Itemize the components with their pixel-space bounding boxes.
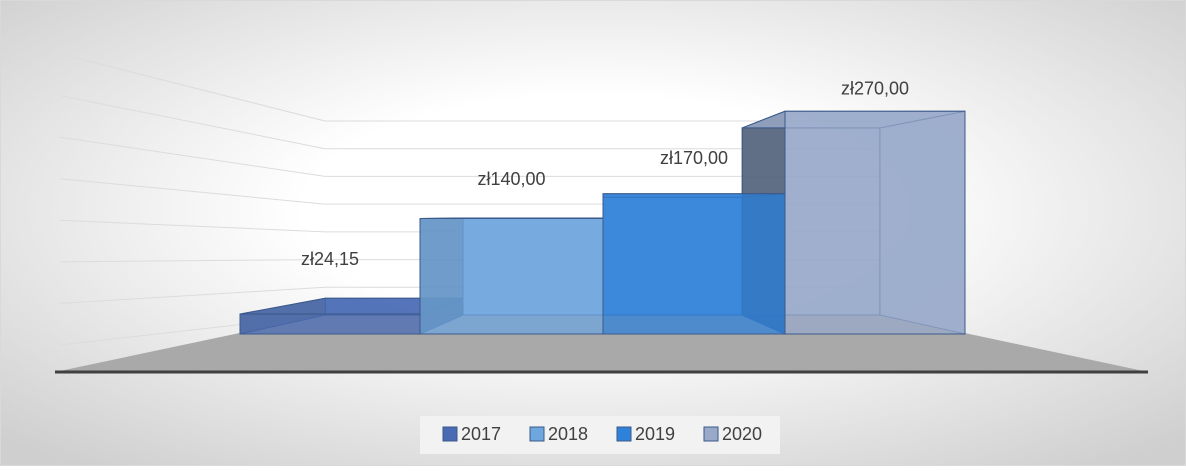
- data-label: zł170,00: [660, 148, 728, 168]
- legend-label: 2017: [461, 424, 501, 444]
- legend-swatch: [442, 426, 458, 442]
- data-label: zł270,00: [841, 79, 909, 99]
- bar: [419, 218, 604, 335]
- grid-line: [59, 136, 326, 177]
- legend-label: 2020: [722, 424, 762, 444]
- bar: [784, 110, 966, 335]
- grid-line: [59, 219, 326, 233]
- bar: [602, 193, 786, 335]
- data-label: zł140,00: [477, 169, 545, 189]
- legend-swatch: [529, 426, 545, 442]
- bar: [239, 313, 421, 335]
- legend-swatch: [703, 426, 719, 442]
- grid-line: [59, 286, 326, 304]
- legend-label: 2018: [548, 424, 588, 444]
- grid-line: [59, 53, 326, 122]
- legend-swatch: [616, 426, 632, 442]
- bars: zł24,15 zł140,00 zł170,00 zł270,00: [239, 79, 966, 335]
- grid-line: [59, 178, 326, 205]
- legend-label: 2019: [635, 424, 675, 444]
- grid-line: [59, 259, 326, 263]
- legend: 2017 2018 2019 2020: [442, 424, 762, 444]
- data-label: zł24,15: [301, 249, 359, 269]
- legend-box: [420, 416, 780, 454]
- grid-line: [59, 95, 326, 150]
